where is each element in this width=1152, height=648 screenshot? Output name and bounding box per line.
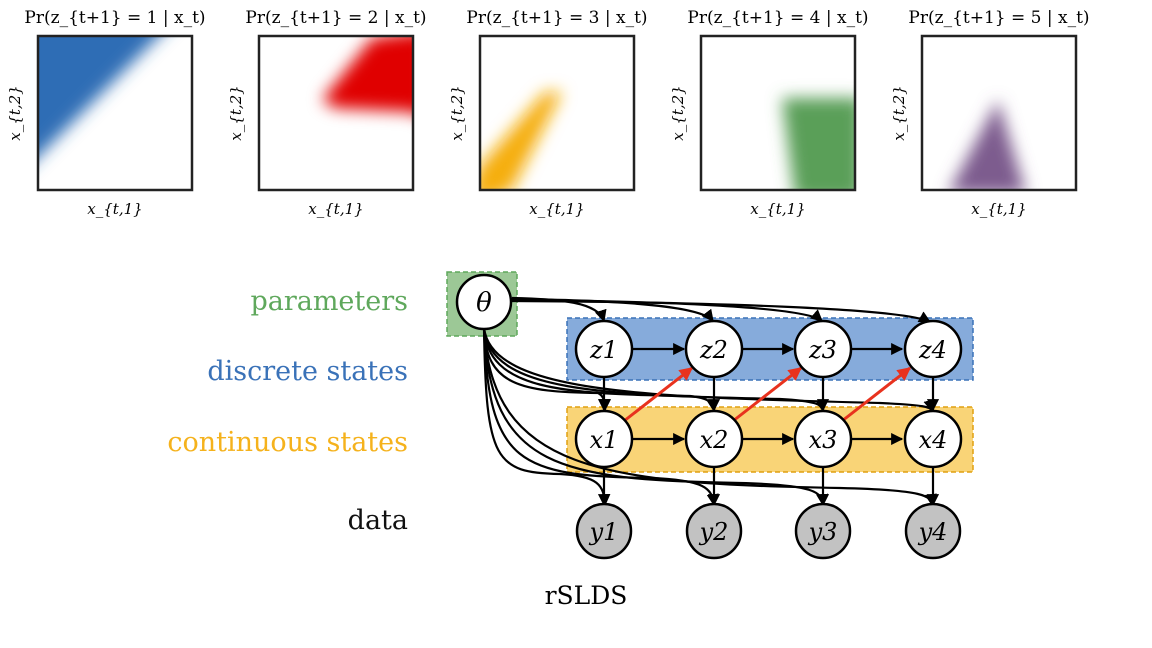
z-node-2: z2 <box>684 319 744 379</box>
panel-1-ylabel: x_{t,2} <box>6 85 24 140</box>
panel-5-ylabel: x_{t,2} <box>890 85 908 140</box>
panel-2-xlabel: x_{t,1} <box>308 200 363 218</box>
x-node-4: x4 <box>903 409 963 469</box>
theta-node: θ <box>455 273 513 331</box>
panel-1-heatmap <box>38 36 192 190</box>
theta-to-y-edges <box>482 327 937 507</box>
y-node-1-label: y1 <box>589 518 619 546</box>
z-node-4: z4 <box>903 319 963 379</box>
panel-2-title: Pr(z_{t+1} = 2 | x_t) <box>245 8 426 28</box>
panel-3-ylabel: x_{t,2} <box>448 85 466 140</box>
z-node-3: z3 <box>793 319 853 379</box>
panel-1-title: Pr(z_{t+1} = 1 | x_t) <box>24 8 205 28</box>
panel-4-heatmap <box>701 36 855 190</box>
x-to-y-edges <box>597 467 940 507</box>
x-node-3-label: x3 <box>809 426 838 454</box>
panel-3-region <box>480 92 562 190</box>
panel-5: Pr(z_{t+1} = 5 | x_t) x_{t,1} x_{t,2} <box>890 8 1090 218</box>
panel-3-xlabel: x_{t,1} <box>529 200 584 218</box>
y-node-4: y4 <box>904 502 962 560</box>
z-to-x-edges <box>597 377 940 412</box>
row-label-parameters: parameters <box>250 286 408 317</box>
y-node-4-label: y4 <box>918 518 948 546</box>
panel-4-region <box>782 98 855 190</box>
z-node-3-label: z3 <box>808 336 837 364</box>
panel-2-region <box>322 36 413 113</box>
row-label-discrete: discrete states <box>207 356 408 387</box>
x-node-2: x2 <box>684 409 744 469</box>
y-node-3: y3 <box>794 502 852 560</box>
theta-label: θ <box>476 288 492 318</box>
panel-1: Pr(z_{t+1} = 1 | x_t) x_{t,1} x_{t,2} <box>6 8 206 218</box>
panel-5-xlabel: x_{t,1} <box>971 200 1026 218</box>
panel-5-title: Pr(z_{t+1} = 5 | x_t) <box>908 8 1089 28</box>
panel-2: Pr(z_{t+1} = 2 | x_t) x_{t,1} x_{t,2} <box>227 8 427 218</box>
x-node-3: x3 <box>793 409 853 469</box>
y-node-2-label: y2 <box>699 518 729 546</box>
row-label-continuous: continuous states <box>167 427 408 458</box>
row-label-data: data <box>348 505 408 536</box>
panel-3-heatmap <box>480 36 634 190</box>
y-node-2: y2 <box>685 502 743 560</box>
x-node-2-label: x2 <box>700 426 729 454</box>
y-node-3-label: y3 <box>808 518 838 546</box>
x-node-1-label: x1 <box>590 426 619 454</box>
z-node-1: z1 <box>574 319 634 379</box>
panel-4-title: Pr(z_{t+1} = 4 | x_t) <box>687 8 868 28</box>
recurrent-edges <box>623 366 912 423</box>
z-node-1-label: z1 <box>589 336 618 364</box>
model-caption: rSLDS <box>545 581 628 610</box>
panel-1-region <box>38 36 159 157</box>
x-node-1: x1 <box>574 409 634 469</box>
panel-5-heatmap <box>922 36 1076 190</box>
panel-2-heatmap <box>259 36 413 190</box>
theta-to-z-edges <box>511 296 932 323</box>
panel-1-xlabel: x_{t,1} <box>87 200 142 218</box>
z-node-4-label: z4 <box>918 336 947 364</box>
x-node-4-label: x4 <box>919 426 948 454</box>
z-node-2-label: z2 <box>699 336 728 364</box>
panel-4: Pr(z_{t+1} = 4 | x_t) x_{t,1} x_{t,2} <box>669 8 869 218</box>
panel-3: Pr(z_{t+1} = 3 | x_t) x_{t,1} x_{t,2} <box>448 8 648 218</box>
panel-2-ylabel: x_{t,2} <box>227 85 245 140</box>
panel-3-title: Pr(z_{t+1} = 3 | x_t) <box>466 8 647 28</box>
panel-4-ylabel: x_{t,2} <box>669 85 687 140</box>
y-node-1: y1 <box>575 502 633 560</box>
panel-4-xlabel: x_{t,1} <box>750 200 805 218</box>
panel-5-region <box>950 100 1025 190</box>
